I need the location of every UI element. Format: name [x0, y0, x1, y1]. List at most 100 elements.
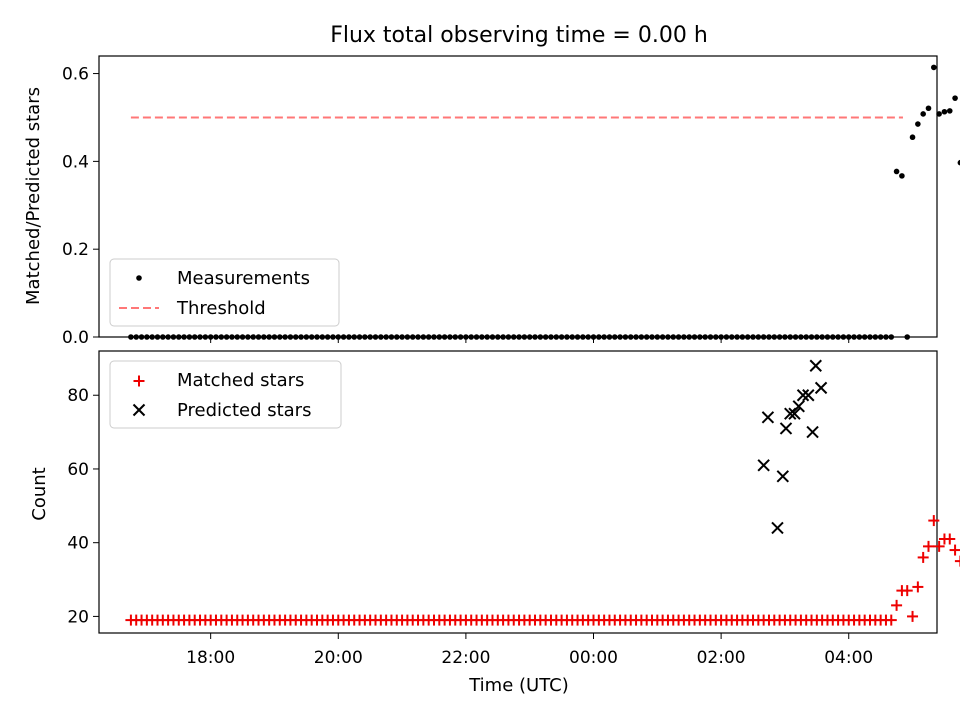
measurement-point: [319, 334, 326, 340]
bottom-frame: [98, 350, 938, 634]
measurement-point: [883, 334, 889, 340]
measurement-point: [697, 334, 703, 340]
measurement-point: [298, 334, 304, 340]
matched-star-point: [928, 515, 940, 527]
measurement-point: [803, 334, 809, 340]
measurement-point: [144, 334, 150, 340]
measurement-point: [755, 334, 762, 340]
measurement-point: [175, 334, 182, 340]
measurement-point: [292, 334, 299, 340]
measurement-point: [170, 334, 177, 340]
measurement-point: [255, 334, 262, 340]
measurement-point: [324, 334, 331, 340]
measurement-point: [526, 334, 533, 340]
measurement-point: [728, 334, 735, 340]
matched-star-point: [885, 614, 897, 626]
measurement-point: [346, 334, 352, 340]
matched-star-point: [917, 551, 929, 563]
measurement-point: [856, 334, 863, 340]
measurement-point: [665, 334, 671, 340]
measurement-point: [542, 334, 549, 340]
measurement-point: [723, 334, 730, 340]
measurement-point: [489, 334, 496, 340]
legend-label-matched: Matched stars: [177, 370, 304, 391]
cross-b: [809, 359, 822, 372]
measurement-point: [351, 334, 358, 340]
measurement-point: [447, 334, 453, 340]
measurement-point: [643, 334, 650, 340]
measurement-point: [207, 334, 214, 340]
matched-star-point: [912, 581, 924, 593]
predicted-star-point: [788, 407, 801, 420]
measurement-point: [266, 334, 272, 340]
measurement-point: [585, 334, 591, 340]
measurement-point: [718, 334, 724, 340]
bottom-x-tick-label: 04:00: [824, 648, 873, 668]
measurement-point: [436, 334, 443, 340]
measurement-point: [356, 334, 363, 340]
measurement-point: [952, 95, 958, 101]
matched-star-point: [949, 544, 960, 556]
measurement-point: [308, 334, 315, 340]
measurement-point: [191, 334, 198, 340]
measurement-point: [553, 334, 560, 340]
measurement-point: [691, 334, 698, 340]
measurement-point: [824, 334, 831, 340]
measurement-point: [819, 334, 825, 340]
measurement-point: [776, 334, 783, 340]
measurement-point: [229, 334, 235, 340]
measurement-point: [904, 334, 911, 340]
measurement-point: [218, 334, 225, 340]
measurement-point: [197, 334, 203, 340]
measurement-point: [468, 334, 475, 340]
measurement-point: [441, 334, 448, 340]
measurement-point: [787, 334, 794, 340]
measurement-point: [782, 334, 788, 340]
measurement-point: [537, 334, 544, 340]
measurement-point: [500, 334, 506, 340]
measurement-point: [510, 334, 517, 340]
measurement-point: [138, 334, 145, 340]
measurement-point: [861, 334, 868, 340]
measurement-point: [659, 334, 666, 340]
measurement-point: [744, 334, 751, 340]
bottom-x-tick-label: 20:00: [314, 648, 363, 668]
measurement-point: [899, 173, 905, 179]
measurement-point: [670, 334, 677, 340]
measurement-point: [760, 334, 767, 340]
measurement-point: [920, 111, 926, 117]
measurement-point: [590, 334, 597, 340]
measurement-point: [261, 334, 267, 340]
measurement-point: [835, 334, 841, 340]
measurement-point: [505, 334, 512, 340]
measurement-point: [564, 334, 570, 340]
legend-marker-predicted: [132, 403, 146, 417]
measurement-point: [473, 334, 480, 340]
measurement-point: [378, 334, 384, 340]
top-y-tick-label: 0.0: [62, 328, 89, 348]
bottom-y-tick-label: 60: [67, 460, 89, 480]
predicted-star-point: [776, 470, 790, 483]
measurement-point: [372, 334, 379, 340]
cross-b: [806, 425, 819, 439]
bottom-axes: 20 40 60 80 18:00 20:00 22:00 00:00 02:00 04:00 Ma…: [67, 350, 960, 668]
measurement-point: [154, 334, 161, 340]
predicted-star-point: [761, 411, 775, 424]
measurement-point: [521, 334, 528, 340]
bottom-y-tick-label: 80: [67, 386, 89, 406]
measurement-point: [893, 168, 900, 175]
measurement-point: [936, 111, 942, 117]
top-y-tick-label: 0.2: [62, 240, 89, 260]
matched-star-point: [901, 585, 913, 597]
measurement-point: [393, 334, 400, 340]
top-y-tick-label: 0.4: [62, 152, 89, 172]
measurement-point: [633, 334, 639, 340]
bottom-y-axis-label: Count: [29, 467, 50, 520]
measurement-point: [532, 334, 538, 340]
predicted-star-point: [757, 459, 770, 472]
cross-b: [779, 422, 793, 435]
measurement-point: [452, 334, 459, 340]
measurement-point: [165, 334, 171, 340]
measurement-point: [388, 334, 395, 340]
measurement-point: [808, 334, 815, 340]
